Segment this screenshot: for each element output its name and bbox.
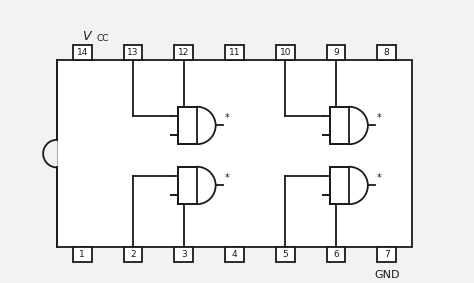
Bar xyxy=(174,45,193,60)
Bar xyxy=(377,247,396,262)
Bar xyxy=(327,247,346,262)
Bar xyxy=(276,45,295,60)
Text: 6: 6 xyxy=(333,250,339,259)
Bar xyxy=(330,107,349,144)
Text: GND: GND xyxy=(374,269,400,280)
Text: 5: 5 xyxy=(283,250,288,259)
Bar xyxy=(124,45,142,60)
Bar xyxy=(377,45,396,60)
Text: *: * xyxy=(377,113,382,123)
Text: 4: 4 xyxy=(232,250,237,259)
Text: 7: 7 xyxy=(384,250,390,259)
Text: *: * xyxy=(225,113,229,123)
Bar xyxy=(57,60,412,247)
Bar xyxy=(225,247,244,262)
Text: 11: 11 xyxy=(229,48,240,57)
Bar xyxy=(73,247,91,262)
Text: *: * xyxy=(377,173,382,183)
Bar xyxy=(276,247,295,262)
Text: *: * xyxy=(225,173,229,183)
Bar xyxy=(327,45,346,60)
Text: 13: 13 xyxy=(128,48,139,57)
Text: V: V xyxy=(82,30,91,43)
Bar xyxy=(174,247,193,262)
Text: CC: CC xyxy=(96,34,109,43)
Text: 9: 9 xyxy=(333,48,339,57)
Text: 1: 1 xyxy=(80,250,85,259)
Bar xyxy=(178,167,197,204)
Text: 12: 12 xyxy=(178,48,190,57)
Bar xyxy=(225,45,244,60)
Bar xyxy=(178,107,197,144)
Text: 3: 3 xyxy=(181,250,187,259)
Bar xyxy=(124,247,142,262)
Text: 10: 10 xyxy=(280,48,291,57)
Text: 8: 8 xyxy=(384,48,390,57)
Text: 2: 2 xyxy=(130,250,136,259)
Bar xyxy=(330,167,349,204)
Bar xyxy=(73,45,91,60)
Text: 14: 14 xyxy=(77,48,88,57)
Polygon shape xyxy=(43,140,57,168)
